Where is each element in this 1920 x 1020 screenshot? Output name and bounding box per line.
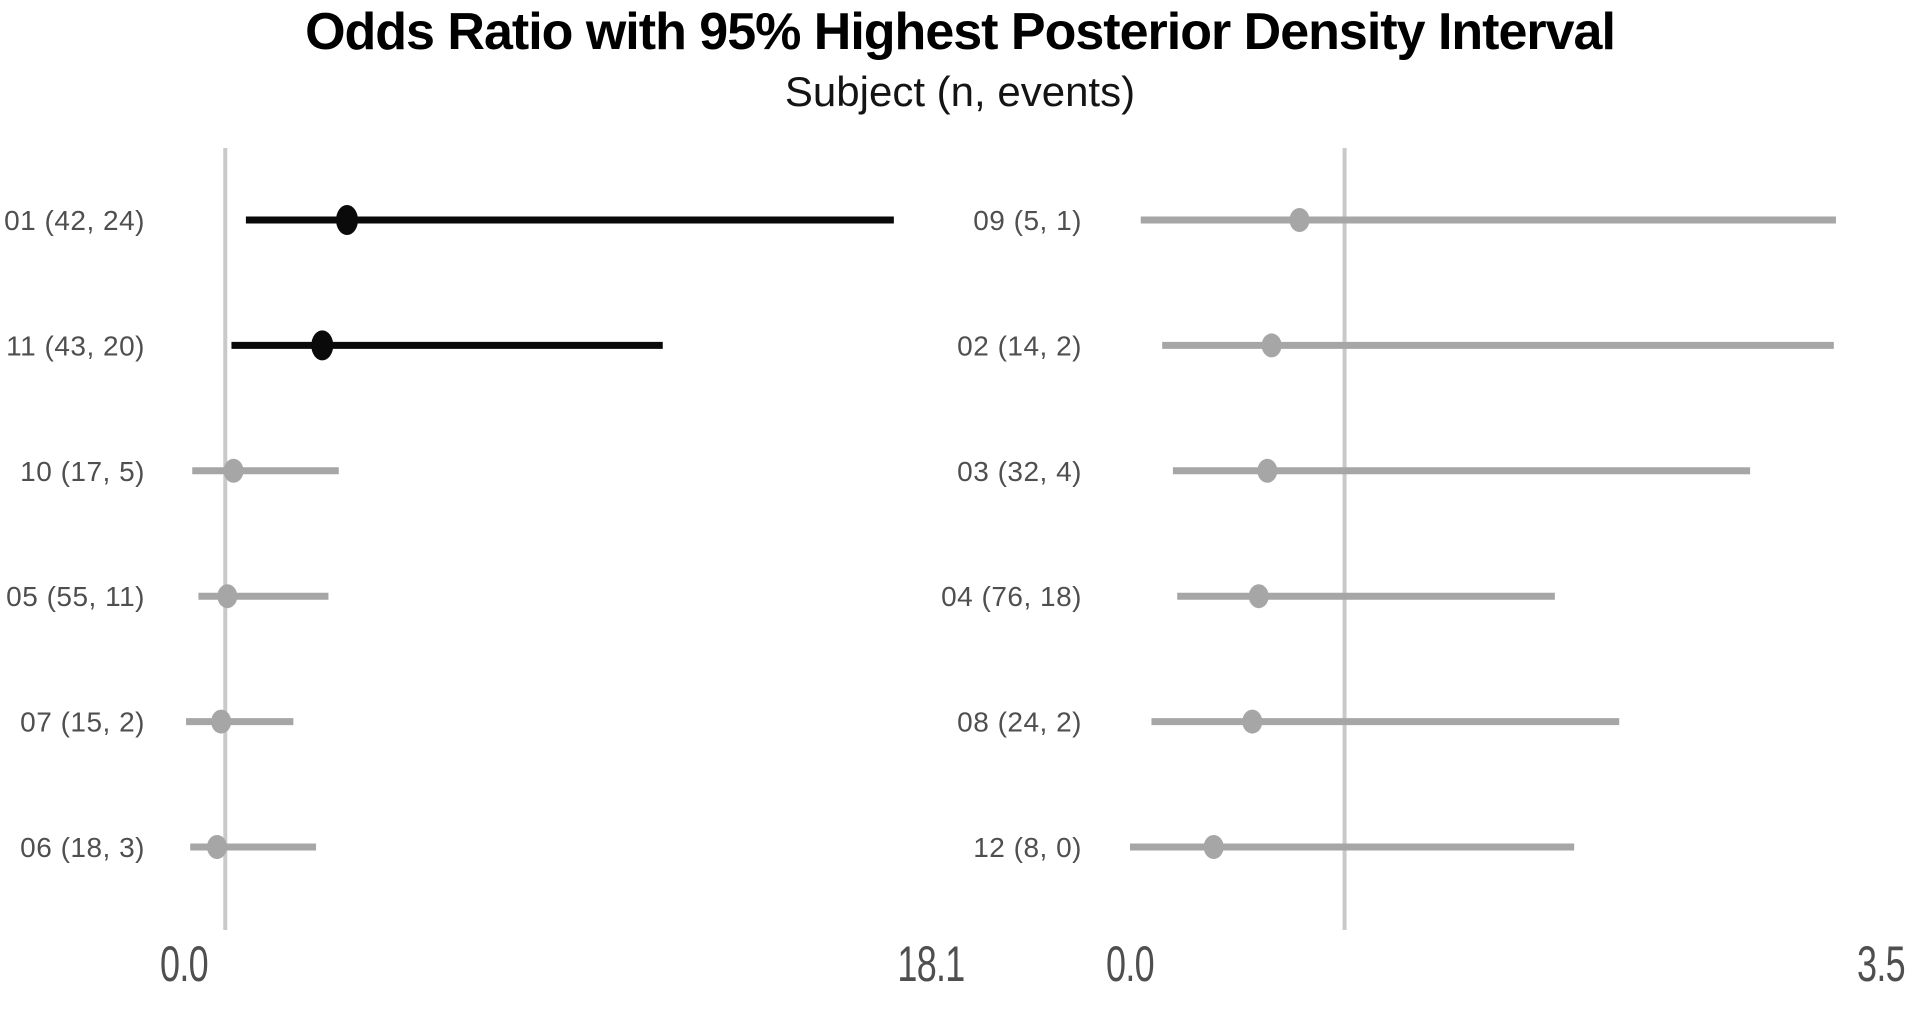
row-label: 06 (18, 3) — [20, 832, 145, 863]
point-estimate-dot — [1289, 208, 1310, 232]
point-estimate-dot — [211, 709, 232, 734]
row-label: 12 (8, 0) — [973, 832, 1082, 863]
point-estimate-dot — [1248, 584, 1269, 609]
point-estimate-dot — [1257, 458, 1278, 483]
point-estimate-dot — [336, 205, 359, 235]
point-estimate-dot — [1203, 835, 1224, 859]
x-axis-tick-label: 3.5 — [1857, 937, 1905, 992]
point-estimate-dot — [1242, 709, 1263, 734]
x-axis-tick-label: 18.1 — [897, 937, 964, 992]
row-label: 05 (55, 11) — [6, 581, 145, 612]
row-label: 01 (42, 24) — [4, 205, 145, 236]
x-axis-tick-label: 0.0 — [1106, 937, 1154, 992]
x-axis-tick-label: 0.0 — [160, 937, 208, 992]
chart-subtitle: Subject (n, events) — [784, 68, 1136, 115]
row-label: 03 (32, 4) — [957, 456, 1082, 487]
row-label: 10 (17, 5) — [20, 456, 145, 487]
point-estimate-dot — [1261, 333, 1282, 358]
point-estimate-dot — [311, 330, 334, 361]
row-label: 11 (43, 20) — [6, 330, 145, 361]
row-label: 02 (14, 2) — [957, 330, 1082, 361]
chart-title: Odds Ratio with 95% Highest Posterior De… — [305, 3, 1616, 61]
row-label: 09 (5, 1) — [973, 205, 1082, 236]
row-label: 08 (24, 2) — [957, 707, 1082, 738]
row-label: 04 (76, 18) — [941, 581, 1082, 612]
point-estimate-dot — [207, 835, 228, 859]
point-estimate-dot — [223, 458, 244, 483]
row-label: 07 (15, 2) — [20, 707, 145, 738]
point-estimate-dot — [217, 584, 238, 609]
